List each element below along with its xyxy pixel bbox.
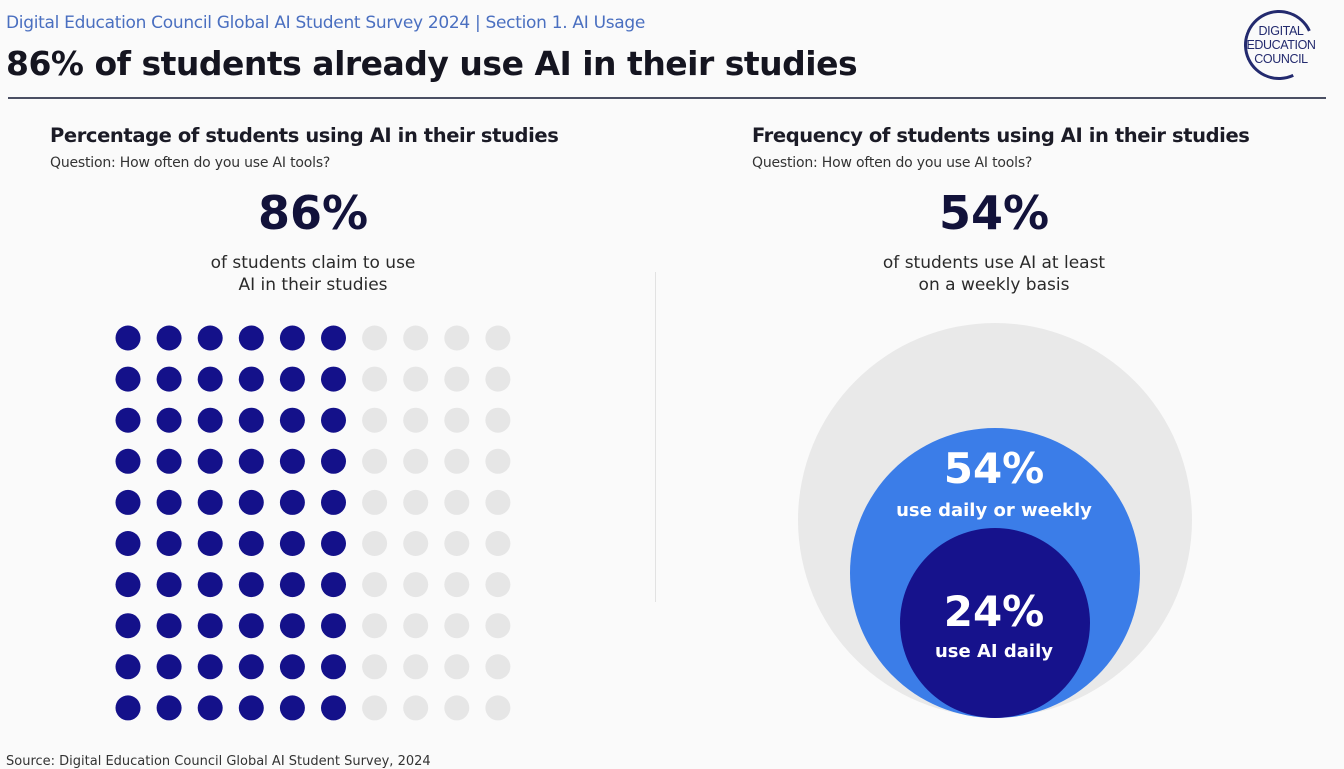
title-rule bbox=[8, 97, 1326, 99]
source-note: Source: Digital Education Council Global… bbox=[6, 754, 431, 769]
logo-text: DIGITAL EDUCATION COUNCIL bbox=[1240, 24, 1322, 66]
logo-line-3: COUNCIL bbox=[1254, 52, 1308, 66]
right-stat-caption: of students use AI at least on a weekly … bbox=[834, 252, 1154, 296]
weekly-text-label: use daily or weekly bbox=[896, 500, 1092, 521]
logo-line-1: DIGITAL bbox=[1258, 24, 1304, 38]
daily-value-label: 24% bbox=[943, 587, 1045, 636]
right-panel-title: Frequency of students using AI in their … bbox=[752, 124, 1250, 147]
inner-circle-daily bbox=[900, 528, 1090, 718]
right-panel-question: Question: How often do you use AI tools? bbox=[752, 155, 1033, 171]
right-caption-line-1: of students use AI at least bbox=[882, 253, 1106, 273]
left-caption-line-2: AI in their studies bbox=[238, 275, 388, 295]
left-big-stat: 86% bbox=[257, 186, 369, 240]
panel-divider bbox=[655, 272, 656, 602]
left-stat-caption: of students claim to use AI in their stu… bbox=[153, 252, 473, 296]
left-panel-title: Percentage of students using AI in their… bbox=[50, 124, 559, 147]
weekly-value-label: 54% bbox=[943, 444, 1045, 493]
daily-text-label: use AI daily bbox=[934, 641, 1053, 662]
logo: DIGITAL EDUCATION COUNCIL bbox=[1234, 0, 1324, 90]
left-caption-line-1: of students claim to use bbox=[210, 253, 416, 273]
page-title: 86% of students already use AI in their … bbox=[6, 44, 858, 83]
right-big-stat: 54% bbox=[938, 186, 1050, 240]
logo-line-2: EDUCATION bbox=[1246, 38, 1316, 52]
breadcrumb: Digital Education Council Global AI Stud… bbox=[6, 13, 646, 33]
right-caption-line-2: on a weekly basis bbox=[918, 275, 1070, 295]
left-panel-question: Question: How often do you use AI tools? bbox=[50, 155, 331, 171]
